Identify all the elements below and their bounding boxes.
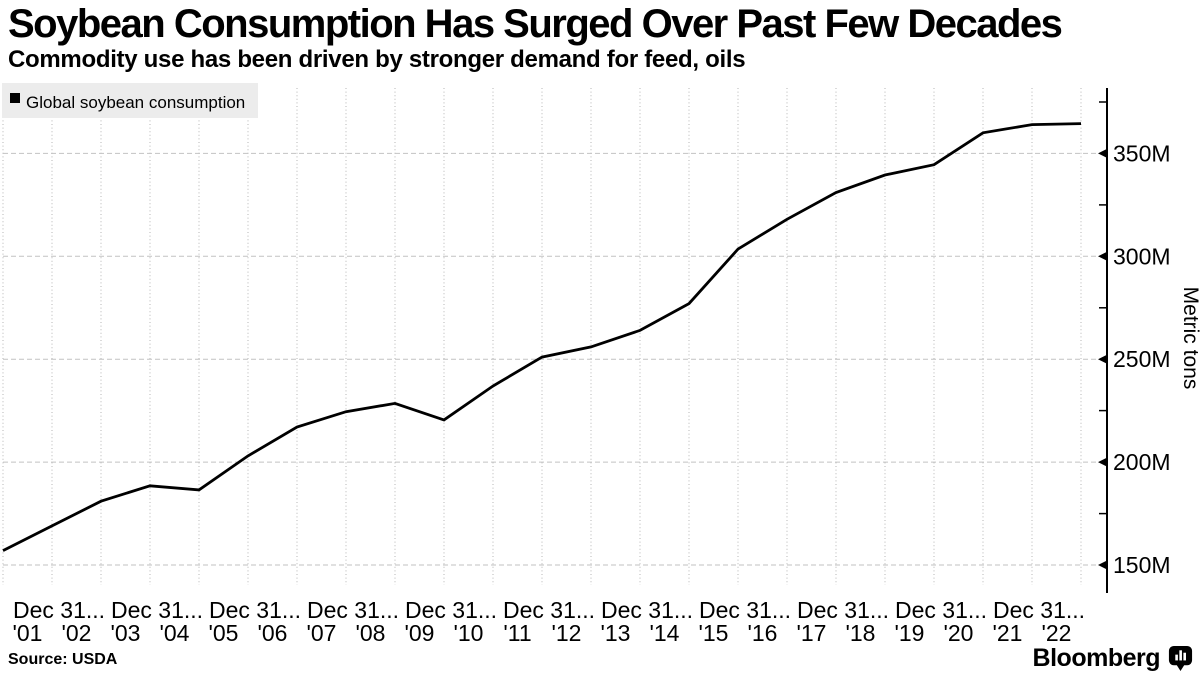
x-interval-label: Dec 31... <box>209 597 301 623</box>
y-axis-title: Metric tons <box>1179 287 1200 390</box>
x-year-label: '05 <box>209 620 239 645</box>
x-year-label: '06 <box>258 620 288 645</box>
x-interval-label: Dec 31... <box>797 597 889 623</box>
x-interval-label: Dec 31... <box>601 597 693 623</box>
x-year-label: '20 <box>944 620 974 645</box>
x-year-label: '01 <box>13 620 43 645</box>
y-tick-label: 200M <box>1113 449 1171 475</box>
x-year-label: '22 <box>1042 620 1072 645</box>
y-major-tick <box>1098 457 1107 467</box>
x-interval-label: Dec 31... <box>111 597 203 623</box>
line-chart: 150M 200M 250M 300M 350M Metric tons Global so… <box>2 83 1200 645</box>
x-year-label: '04 <box>160 620 190 645</box>
x-year-label: '13 <box>601 620 631 645</box>
x-year-label: '18 <box>846 620 876 645</box>
x-interval-label: Dec 31... <box>405 597 497 623</box>
x-year-label: '09 <box>405 620 435 645</box>
x-year-label: '10 <box>454 620 484 645</box>
bloomberg-logo: Bloomberg <box>1033 644 1194 673</box>
x-interval-label: Dec 31... <box>307 597 399 623</box>
y-tick-label: 300M <box>1113 243 1171 269</box>
source-label: Source: USDA <box>8 651 118 668</box>
legend-swatch <box>10 93 20 103</box>
y-tick-label: 350M <box>1113 140 1171 166</box>
x-year-label: '15 <box>699 620 729 645</box>
x-interval-label: Dec 31... <box>895 597 987 623</box>
bloomberg-bars-icon <box>1168 645 1193 672</box>
x-year-label: '11 <box>503 620 531 645</box>
page-title: Soybean Consumption Has Surged Over Past… <box>8 2 1063 46</box>
legend: Global soybean consumption <box>2 83 258 118</box>
x-year-label: '08 <box>356 620 386 645</box>
y-major-tick <box>1098 251 1107 261</box>
x-year-label: '16 <box>748 620 778 645</box>
y-major-tick <box>1098 354 1107 364</box>
y-major-tick <box>1098 560 1107 570</box>
x-year-label: '14 <box>650 620 680 645</box>
legend-box <box>2 83 258 118</box>
bloomberg-wordmark: Bloomberg <box>1032 644 1161 672</box>
x-interval-label: Dec 31... <box>503 597 595 623</box>
x-year-label: '12 <box>552 620 582 645</box>
x-interval-label: Dec 31... <box>699 597 791 623</box>
x-year-label: '19 <box>895 620 925 645</box>
legend-label: Global soybean consumption <box>26 93 245 112</box>
x-year-label: '02 <box>62 620 92 645</box>
y-tick-label: 150M <box>1113 552 1171 578</box>
x-year-label: '03 <box>111 620 141 645</box>
series-line <box>2 122 1082 552</box>
x-interval-label: Dec 31... <box>13 597 105 623</box>
y-tick-label: 250M <box>1113 346 1171 372</box>
x-year-label: '07 <box>307 620 337 645</box>
x-interval-label: Dec 31... <box>993 597 1085 623</box>
y-major-tick <box>1098 148 1107 158</box>
x-year-label: '21 <box>993 620 1023 645</box>
chart-subtitle: Commodity use has been driven by stronge… <box>8 46 746 73</box>
x-year-label: '17 <box>797 620 827 645</box>
